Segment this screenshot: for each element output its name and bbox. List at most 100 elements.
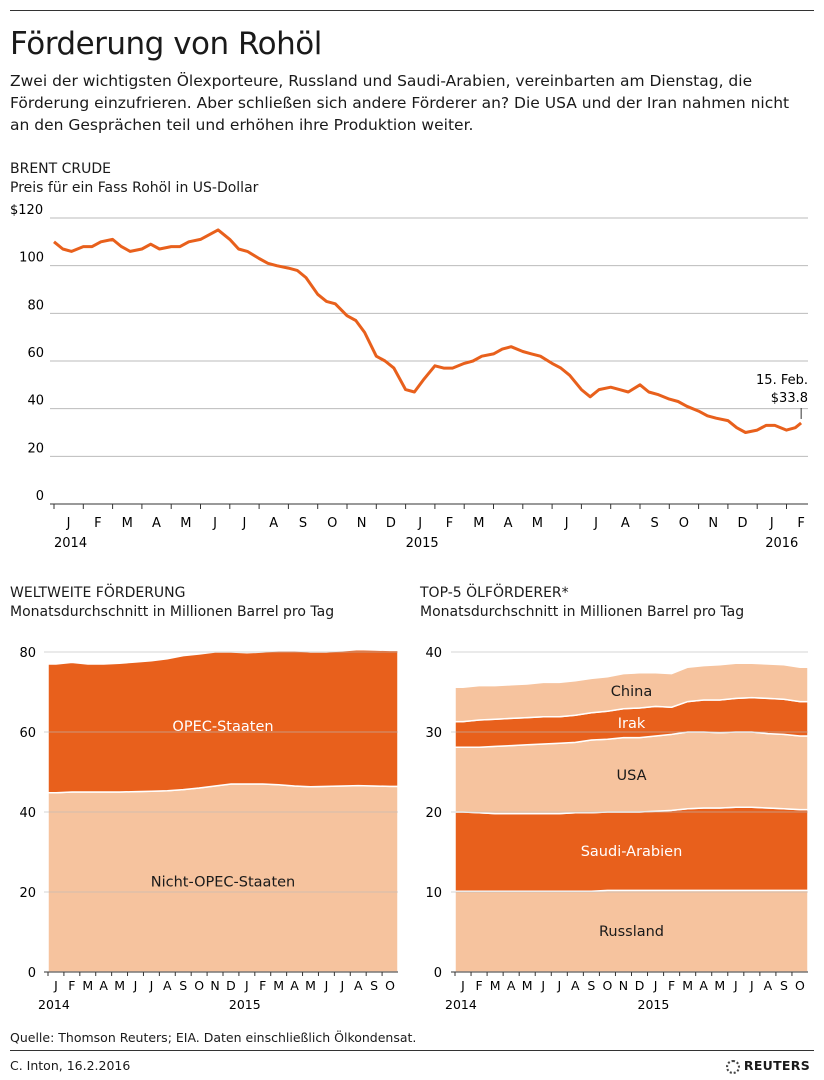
world-y-tick: 0	[28, 966, 36, 981]
brent-x-tick: D	[386, 516, 396, 531]
top5-area-china	[454, 662, 809, 723]
top5-x-tick: M	[682, 978, 693, 993]
world-x-tick: S	[370, 978, 378, 993]
top5-x-tick: M	[522, 978, 533, 993]
top5-series-label: Irak	[618, 716, 646, 732]
top5-year-label: 2014	[445, 997, 477, 1012]
brent-x-tick: D	[737, 516, 747, 531]
brent-x-tick: M	[122, 516, 133, 531]
top5-x-tick: J	[460, 978, 465, 993]
top5-x-tick: M	[490, 978, 501, 993]
source-note: Quelle: Thomson Reuters; EIA. Daten eins…	[10, 1030, 417, 1045]
world-x-tick: J	[339, 978, 344, 993]
world-x-tick: J	[324, 978, 329, 993]
brent-price-line	[53, 228, 803, 434]
top5-title: TOP-5 ÖLFÖRDERER*	[420, 585, 569, 601]
brent-annotation-date: 15. Feb.	[756, 373, 808, 388]
brent-y-tick: 20	[27, 441, 44, 456]
credit-note: C. Inton, 16.2.2016	[10, 1058, 131, 1073]
world-label: WELTWEITE FÖRDERUNG Monatsdurchschnitt i…	[10, 584, 334, 622]
brent-x-tick: J	[593, 516, 598, 531]
reuters-logo-icon	[725, 1060, 740, 1074]
world-x-tick: M	[273, 978, 284, 993]
brent-subtitle: Preis für ein Fass Rohöl in US-Dollar	[10, 180, 259, 196]
world-x-tick: J	[133, 978, 138, 993]
brent-label: BRENT CRUDE Preis für ein Fass Rohöl in …	[10, 160, 258, 198]
top5-x-tick: J	[653, 978, 658, 993]
world-x-tick: O	[385, 978, 395, 993]
top5-series-label: Russland	[599, 924, 664, 940]
brent-x-tick: J	[66, 516, 71, 531]
top5-x-tick: F	[475, 978, 482, 993]
top5-x-tick: D	[635, 978, 645, 993]
brent-x-tick: S	[650, 516, 658, 531]
top5-series-label: China	[611, 684, 652, 700]
top5-x-tick: F	[668, 978, 675, 993]
brent-x-tick: J	[564, 516, 569, 531]
intro-text: Zwei der wichtigsten Ölexporteure, Russl…	[10, 72, 790, 134]
brent-x-tick: J	[769, 516, 774, 531]
brent-y-tick: 60	[27, 346, 44, 361]
brent-x-tick: A	[269, 516, 278, 531]
world-title: WELTWEITE FÖRDERUNG	[10, 585, 186, 601]
brent-x-tick: A	[621, 516, 630, 531]
world-subtitle: Monatsdurchschnitt in Millionen Barrel p…	[10, 604, 335, 620]
top5-x-tick: J	[749, 978, 754, 993]
top5-y-tick: 10	[425, 886, 442, 901]
world-x-tick: O	[194, 978, 204, 993]
world-x-tick: F	[68, 978, 75, 993]
bottom-rule	[10, 1050, 814, 1051]
brent-x-tick: J	[212, 516, 217, 531]
brent-x-tick: M	[473, 516, 484, 531]
brent-x-tick: S	[299, 516, 307, 531]
brent-y-tick: $120	[10, 203, 43, 218]
brent-x-tick: N	[708, 516, 718, 531]
top5-x-tick: A	[571, 978, 580, 993]
top5-y-tick: 40	[425, 646, 442, 661]
world-x-tick: J	[149, 978, 154, 993]
top5-x-tick: J	[733, 978, 738, 993]
brent-x-tick: A	[152, 516, 161, 531]
world-x-tick: M	[82, 978, 93, 993]
top5-y-tick: 20	[425, 806, 442, 821]
world-x-tick: A	[99, 978, 108, 993]
world-x-tick: A	[290, 978, 299, 993]
top5-year-label: 2015	[638, 997, 670, 1012]
world-y-tick: 20	[19, 886, 36, 901]
reuters-logo-text: REUTERS	[743, 1058, 810, 1073]
top5-x-tick: O	[795, 978, 805, 993]
world-series-label: OPEC-Staaten	[172, 719, 273, 735]
world-x-tick: A	[163, 978, 172, 993]
brent-year-label: 2015	[406, 536, 439, 551]
top5-x-tick: A	[507, 978, 516, 993]
brent-year-label: 2016	[765, 536, 798, 551]
brent-annotation-value: $33.8	[771, 391, 808, 406]
top5-x-tick: S	[780, 978, 788, 993]
brent-x-tick: O	[327, 516, 337, 531]
brent-title: BRENT CRUDE	[10, 161, 112, 177]
top5-x-tick: J	[540, 978, 545, 993]
world-year-label: 2015	[229, 997, 261, 1012]
world-x-tick: D	[226, 978, 236, 993]
world-year-label: 2014	[38, 997, 70, 1012]
brent-x-tick: M	[532, 516, 543, 531]
brent-y-tick: 0	[36, 489, 44, 504]
top5-x-tick: N	[619, 978, 628, 993]
page-title: Förderung von Rohöl	[10, 26, 322, 62]
world-x-tick: S	[179, 978, 187, 993]
brent-year-label: 2014	[54, 536, 87, 551]
brent-x-tick: F	[94, 516, 101, 531]
brent-x-tick: F	[797, 516, 804, 531]
world-x-tick: N	[210, 978, 219, 993]
world-y-tick: 40	[19, 806, 36, 821]
world-x-tick: F	[259, 978, 266, 993]
reuters-logo: REUTERS	[725, 1058, 810, 1074]
brent-x-tick: O	[679, 516, 689, 531]
world-x-tick: J	[244, 978, 249, 993]
brent-x-tick: A	[504, 516, 513, 531]
top5-series-label: USA	[616, 768, 646, 784]
top5-subtitle: Monatsdurchschnitt in Millionen Barrel p…	[420, 604, 745, 620]
top5-y-tick: 30	[425, 726, 442, 741]
world-x-tick: J	[53, 978, 58, 993]
